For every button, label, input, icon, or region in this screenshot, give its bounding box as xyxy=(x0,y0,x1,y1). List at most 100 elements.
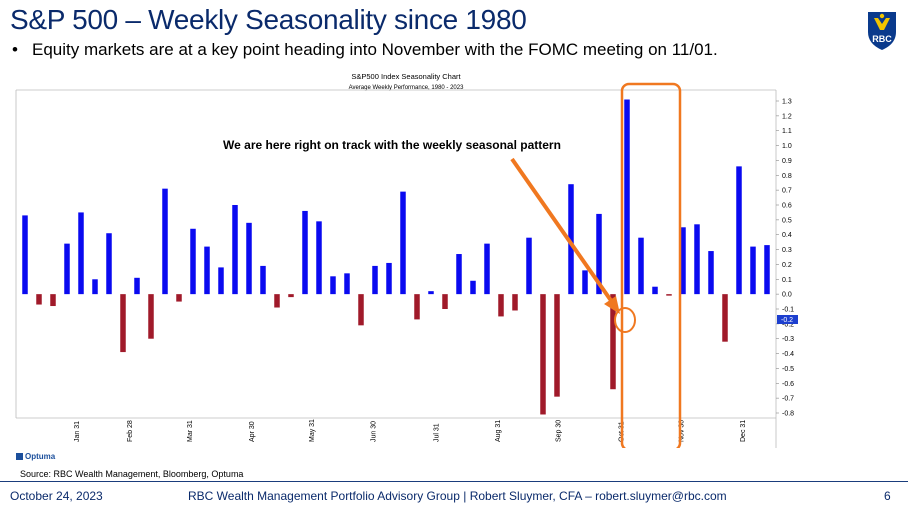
bar-week-28 xyxy=(400,191,406,295)
rbc-logo: RBC xyxy=(862,8,902,56)
y-tick-label: 1.0 xyxy=(782,143,792,150)
seasonality-chart: S&P500 Index Seasonality Chart Average W… xyxy=(14,70,798,452)
bar-week-34 xyxy=(484,243,490,295)
bar-week-43 xyxy=(610,294,616,390)
bar-week-49 xyxy=(694,224,700,295)
bar-week-54 xyxy=(764,245,770,295)
footer-date: October 24, 2023 xyxy=(10,489,103,503)
bar-week-9 xyxy=(134,277,140,295)
bar-week-27 xyxy=(386,262,392,295)
chart-subtitle: Average Weekly Performance, 1980 - 2023 xyxy=(349,85,465,91)
x-tick-label: Dec 31 xyxy=(740,420,747,442)
bar-week-37 xyxy=(526,237,532,295)
y-tick-label: 0.0 xyxy=(782,292,792,299)
bar-week-2 xyxy=(36,294,42,305)
x-tick-label: Apr 30 xyxy=(249,421,256,442)
chart-svg: S&P500 Index Seasonality Chart Average W… xyxy=(14,70,798,452)
y-tick-label: -0.3 xyxy=(782,336,794,343)
x-tick-label: Feb 28 xyxy=(127,420,134,442)
bar-week-17 xyxy=(246,222,252,295)
chart-title: S&P500 Index Seasonality Chart xyxy=(351,72,461,81)
current-week-circle xyxy=(614,307,636,333)
y-tick-label: 0.5 xyxy=(782,217,792,224)
bar-week-24 xyxy=(344,273,350,295)
bar-week-42 xyxy=(596,213,602,295)
bar-week-7 xyxy=(106,233,112,295)
page-number: 6 xyxy=(884,489,891,503)
annotation-text: We are here right on track with the week… xyxy=(223,138,561,152)
bar-week-3 xyxy=(50,294,56,307)
bar-week-13 xyxy=(190,228,196,295)
y-tick-label: 0.8 xyxy=(782,173,792,180)
annotation-overlay: We are here right on track with the week… xyxy=(223,82,798,452)
footer-attribution: RBC Wealth Management Portfolio Advisory… xyxy=(188,489,727,503)
x-tick-label: Jul 31 xyxy=(434,423,441,442)
bar-week-20 xyxy=(288,294,294,298)
bar-week-53 xyxy=(750,246,756,295)
bar-week-52 xyxy=(736,166,742,295)
bar-week-39 xyxy=(554,294,560,397)
y-tick-label: 0.2 xyxy=(782,262,792,269)
bar-week-25 xyxy=(358,294,364,326)
x-tick-label: May 31 xyxy=(309,419,316,442)
rbc-logo-text: RBC xyxy=(872,34,892,44)
y-tick-label: 0.3 xyxy=(782,247,792,254)
bar-week-29 xyxy=(414,294,420,320)
bar-week-21 xyxy=(302,210,308,295)
current-value-marker xyxy=(777,315,798,324)
bar-week-35 xyxy=(498,294,504,317)
bar-week-16 xyxy=(232,205,238,295)
y-tick-label: -0.7 xyxy=(782,396,794,403)
annotation-arrow-head xyxy=(604,296,620,314)
bar-week-38 xyxy=(540,294,546,415)
bar-week-11 xyxy=(162,188,168,295)
bar-week-46 xyxy=(652,286,658,295)
bar-week-41 xyxy=(582,270,588,295)
x-axis: Jan 31 Feb 28 Mar 31 Apr 30 May 31 Jun 30 Jul … xyxy=(74,419,747,442)
bar-week-15 xyxy=(218,267,224,295)
bar-week-22 xyxy=(316,221,322,295)
optuma-label: Optuma xyxy=(25,452,56,461)
bar-week-32 xyxy=(456,254,462,295)
bar-week-5 xyxy=(78,212,84,295)
optuma-brand: Optuma xyxy=(16,452,55,461)
y-tick-label: 0.6 xyxy=(782,203,792,210)
bar-week-33 xyxy=(470,280,476,295)
y-tick-label: 0.1 xyxy=(782,277,792,284)
x-tick-label: Mar 31 xyxy=(187,420,194,442)
bar-week-14 xyxy=(204,246,210,295)
bar-week-36 xyxy=(512,294,518,311)
bars-group xyxy=(22,99,770,415)
bar-week-6 xyxy=(92,279,98,295)
y-tick-label: 0.7 xyxy=(782,188,792,195)
bar-week-10 xyxy=(148,294,154,339)
bar-week-47 xyxy=(666,294,672,296)
x-tick-label: Jun 30 xyxy=(371,421,378,442)
bullet-dot: • xyxy=(12,40,18,59)
y-tick-label: 1.1 xyxy=(782,128,792,135)
bar-week-26 xyxy=(372,265,378,295)
y-axis: 1.3 1.2 1.1 1.0 0.9 0.8 0.7 0.6 0.5 0.4 0.3 0.2 0.1 0… xyxy=(776,99,794,418)
bar-week-31 xyxy=(442,294,448,309)
y-tick-label: 1.2 xyxy=(782,113,792,120)
bullet-text: Equity markets are at a key point headin… xyxy=(32,40,718,59)
bar-week-48 xyxy=(680,227,686,295)
footer-rule xyxy=(0,481,908,482)
bar-week-4 xyxy=(64,243,70,295)
slide-title: S&P 500 – Weekly Seasonality since 1980 xyxy=(10,4,527,35)
bar-week-12 xyxy=(176,294,182,302)
y-tick-label: -0.2 xyxy=(782,321,794,328)
y-tick-label: 0.9 xyxy=(782,158,792,165)
y-tick-label: -0.5 xyxy=(782,366,794,373)
bar-week-8 xyxy=(120,294,126,353)
source-note: Source: RBC Wealth Management, Bloomberg… xyxy=(20,469,244,479)
y-tick-label: -0.6 xyxy=(782,381,794,388)
bar-week-51 xyxy=(722,294,728,342)
y-tick-label: 0.4 xyxy=(782,232,792,239)
y-tick-label: 1.3 xyxy=(782,99,792,106)
bullet-point: • Equity markets are at a key point headi… xyxy=(12,40,718,60)
x-tick-label: Nov 30 xyxy=(679,420,686,442)
bar-week-19 xyxy=(274,294,280,308)
y-tick-label: -0.4 xyxy=(782,351,794,358)
x-tick-label: Jan 31 xyxy=(74,421,81,442)
